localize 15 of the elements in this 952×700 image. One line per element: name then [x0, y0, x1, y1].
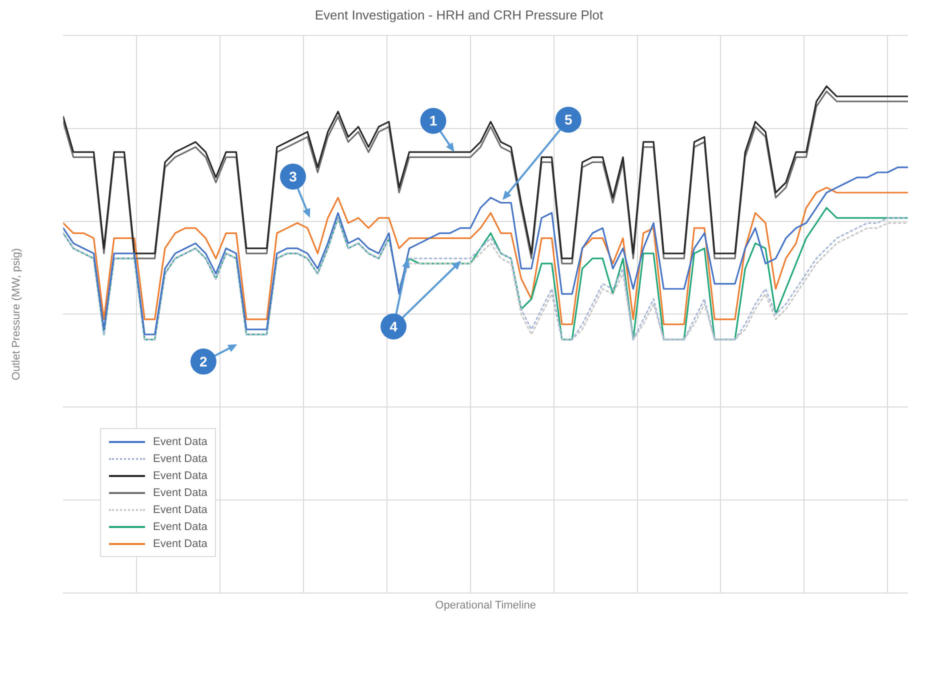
legend-label: Event Data	[153, 486, 208, 498]
y-axis-title: Outlet Pressure (MW, psig)	[10, 248, 23, 380]
annotation: 1	[429, 112, 438, 129]
legend-label: Event Data	[153, 470, 208, 482]
legend-label: Event Data	[153, 520, 208, 532]
legend-label: Event Data	[153, 452, 208, 464]
annotation: 3	[289, 168, 298, 184]
chart-title: Event Investigation - HRH and CRH Pressure Plot	[314, 7, 604, 22]
legend-label: Event Data	[153, 504, 208, 516]
annotation: 4	[390, 318, 398, 334]
legend-label: Event Data	[153, 538, 208, 550]
annotation: 5	[564, 112, 572, 128]
x-axis-title: Operational Timeline	[435, 599, 536, 612]
annotation: 2	[200, 353, 208, 370]
legend-label: Event Data	[153, 436, 208, 448]
